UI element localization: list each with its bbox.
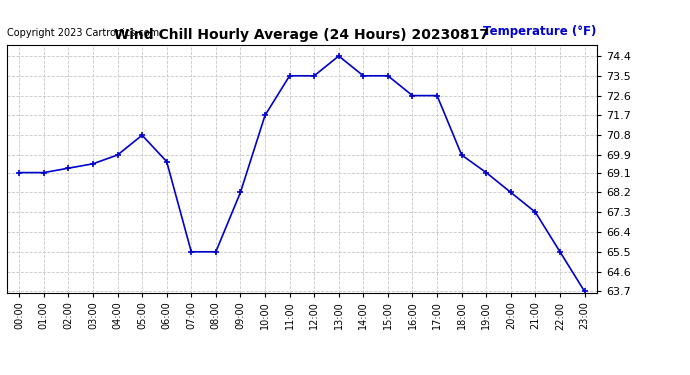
Text: Temperature (°F): Temperature (°F) — [484, 25, 597, 38]
Title: Wind Chill Hourly Average (24 Hours) 20230817: Wind Chill Hourly Average (24 Hours) 202… — [115, 28, 489, 42]
Text: Copyright 2023 Cartronics.com: Copyright 2023 Cartronics.com — [7, 28, 159, 38]
